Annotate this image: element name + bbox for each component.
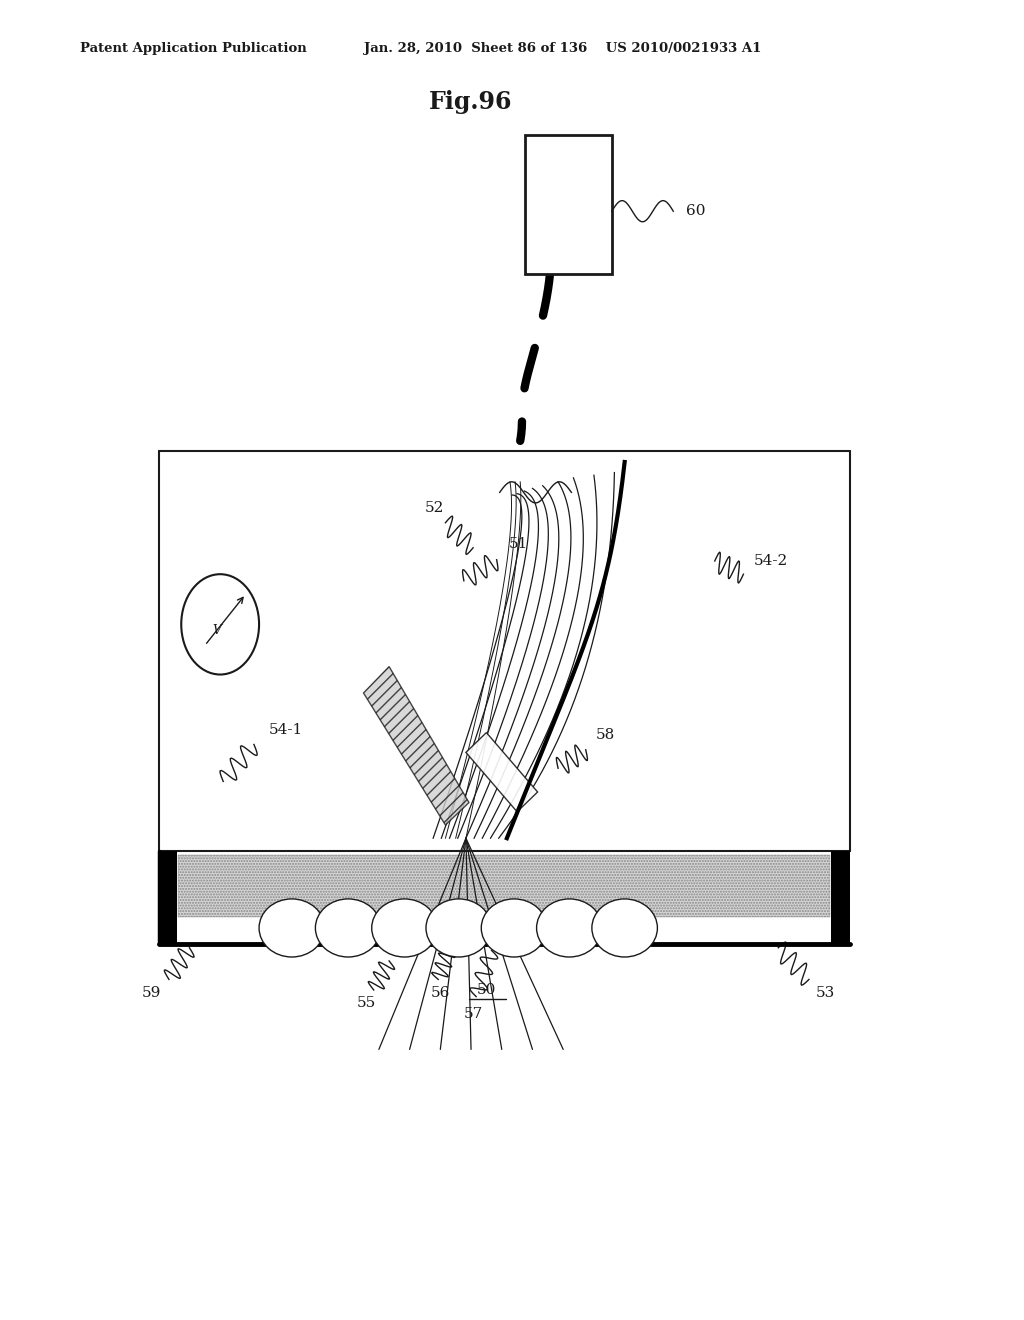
Text: 54-2: 54-2 [754,554,787,568]
Text: Patent Application Publication: Patent Application Publication [80,42,306,55]
Text: 58: 58 [596,729,615,742]
Text: 56: 56 [431,986,450,999]
Ellipse shape [315,899,381,957]
Ellipse shape [372,899,437,957]
Text: 53: 53 [816,986,835,999]
Text: 51: 51 [509,537,528,550]
Text: Jan. 28, 2010  Sheet 86 of 136    US 2010/0021933 A1: Jan. 28, 2010 Sheet 86 of 136 US 2010/00… [364,42,761,55]
Text: 59: 59 [142,986,161,999]
Ellipse shape [592,899,657,957]
Text: Fig.96: Fig.96 [429,90,513,114]
Bar [178,855,830,917]
Circle shape [181,574,259,675]
Polygon shape [159,851,177,944]
Ellipse shape [426,899,492,957]
Polygon shape [466,733,538,812]
FancyBboxPatch shape [525,135,612,275]
Text: 55: 55 [357,997,376,1010]
Text: 57: 57 [464,1007,482,1020]
Polygon shape [364,667,469,825]
Text: V: V [213,624,221,638]
Ellipse shape [259,899,325,957]
Text: 50: 50 [477,983,496,997]
Ellipse shape [537,899,602,957]
Text: 52: 52 [425,502,444,515]
Text: 54-1: 54-1 [268,723,302,737]
Text: 60: 60 [686,205,706,218]
Ellipse shape [481,899,547,957]
Polygon shape [831,851,850,944]
